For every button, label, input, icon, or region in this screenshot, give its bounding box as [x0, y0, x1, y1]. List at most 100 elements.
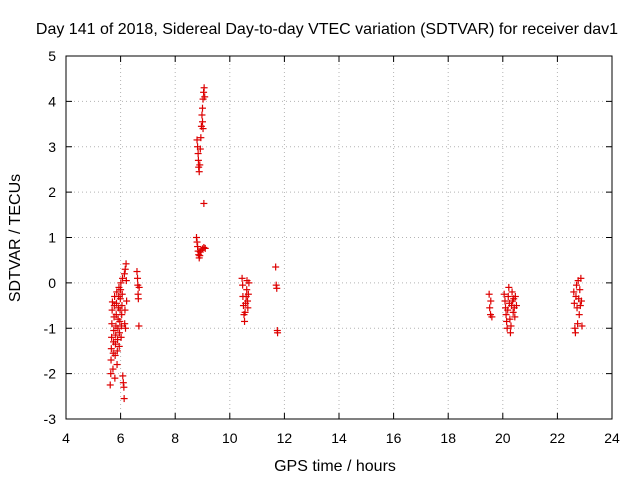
data-point	[123, 297, 131, 305]
data-point	[512, 302, 520, 310]
data-point	[198, 111, 206, 119]
data-point	[506, 315, 514, 323]
data-point	[110, 327, 118, 335]
data-point	[241, 317, 249, 325]
data-point	[570, 299, 578, 307]
data-point	[577, 274, 585, 282]
data-point	[195, 168, 203, 176]
data-point	[121, 265, 129, 273]
data-point	[135, 283, 143, 291]
plot-frame	[65, 55, 613, 420]
data-point	[122, 277, 130, 285]
data-point	[502, 311, 510, 319]
grid	[66, 56, 612, 419]
data-point	[243, 286, 251, 294]
data-point	[505, 283, 513, 291]
y-tick-label: 3	[48, 139, 56, 155]
data-point	[197, 134, 205, 142]
data-point	[120, 395, 128, 403]
data-point	[486, 304, 494, 312]
data-point	[244, 297, 252, 305]
x-tick-labels: 4 6 8 10 12 14 16 18 20 22 24	[62, 430, 620, 446]
data-point	[244, 304, 252, 312]
data-point	[507, 322, 515, 330]
data-point	[504, 306, 512, 314]
data-point	[108, 333, 116, 341]
data-point	[115, 342, 123, 350]
y-axis-label: SDTVAR / TECUs	[7, 174, 24, 302]
data-point	[121, 306, 129, 314]
data-point	[577, 297, 585, 305]
x-tick-label: 4	[62, 430, 70, 446]
data-point	[570, 288, 578, 296]
data-point	[194, 150, 202, 158]
data-point	[511, 292, 519, 300]
x-tick-label: 16	[386, 430, 402, 446]
data-point	[194, 156, 202, 164]
x-tick-label: 24	[604, 430, 620, 446]
x-axis-label: GPS time / hours	[274, 458, 396, 475]
data-point	[272, 263, 280, 271]
data-point	[193, 136, 201, 144]
data-point	[111, 374, 119, 382]
data-point	[578, 322, 586, 330]
x-tick-label: 18	[440, 430, 456, 446]
data-point	[108, 298, 116, 306]
data-point	[106, 381, 114, 389]
x-tick-label: 22	[550, 430, 566, 446]
y-tick-label: 5	[48, 48, 56, 64]
data-point	[199, 118, 206, 126]
data-point	[244, 290, 252, 298]
data-point	[511, 313, 519, 321]
x-tick-label: 20	[495, 430, 511, 446]
data-point	[107, 356, 115, 364]
data-point	[120, 270, 128, 278]
data-point	[111, 340, 119, 348]
data-point	[108, 306, 116, 314]
data-point	[200, 199, 208, 207]
x-tick-label: 6	[117, 430, 125, 446]
x-tick-label: 14	[331, 430, 347, 446]
data-point	[576, 286, 584, 294]
data-point	[117, 279, 125, 287]
data-point	[108, 320, 116, 328]
data-point	[506, 329, 514, 337]
data-point	[245, 279, 253, 287]
data-point	[113, 361, 121, 369]
data-point	[509, 308, 517, 316]
data-point	[118, 302, 126, 310]
data-point	[485, 290, 493, 298]
data-point	[573, 281, 581, 289]
data-point	[119, 274, 127, 282]
data-point	[199, 125, 207, 133]
data-point	[239, 281, 247, 289]
data-point	[488, 313, 496, 321]
data-point	[273, 284, 281, 292]
data-point	[113, 347, 121, 355]
y-tick-label: 4	[48, 93, 56, 109]
data-point	[200, 243, 208, 251]
y-tick-label: -1	[44, 320, 57, 336]
data-point	[274, 329, 282, 337]
y-tick-label: 2	[48, 184, 56, 200]
data-point	[574, 320, 582, 328]
data-point	[501, 297, 509, 305]
data-point	[200, 84, 208, 92]
data-point	[134, 295, 142, 303]
data-point	[113, 288, 121, 296]
data-point	[122, 324, 130, 332]
data-point	[117, 286, 125, 294]
data-point	[571, 329, 579, 337]
data-point	[117, 333, 125, 341]
data-point	[112, 331, 120, 339]
data-point	[238, 274, 246, 282]
data-point	[201, 244, 209, 252]
y-tick-label: -3	[44, 411, 57, 427]
data-point	[109, 365, 117, 373]
y-tick-label: 0	[48, 275, 56, 291]
data-point	[116, 317, 124, 325]
data-point	[122, 260, 130, 268]
data-point	[201, 93, 209, 101]
y-tick-label: 1	[48, 230, 56, 246]
